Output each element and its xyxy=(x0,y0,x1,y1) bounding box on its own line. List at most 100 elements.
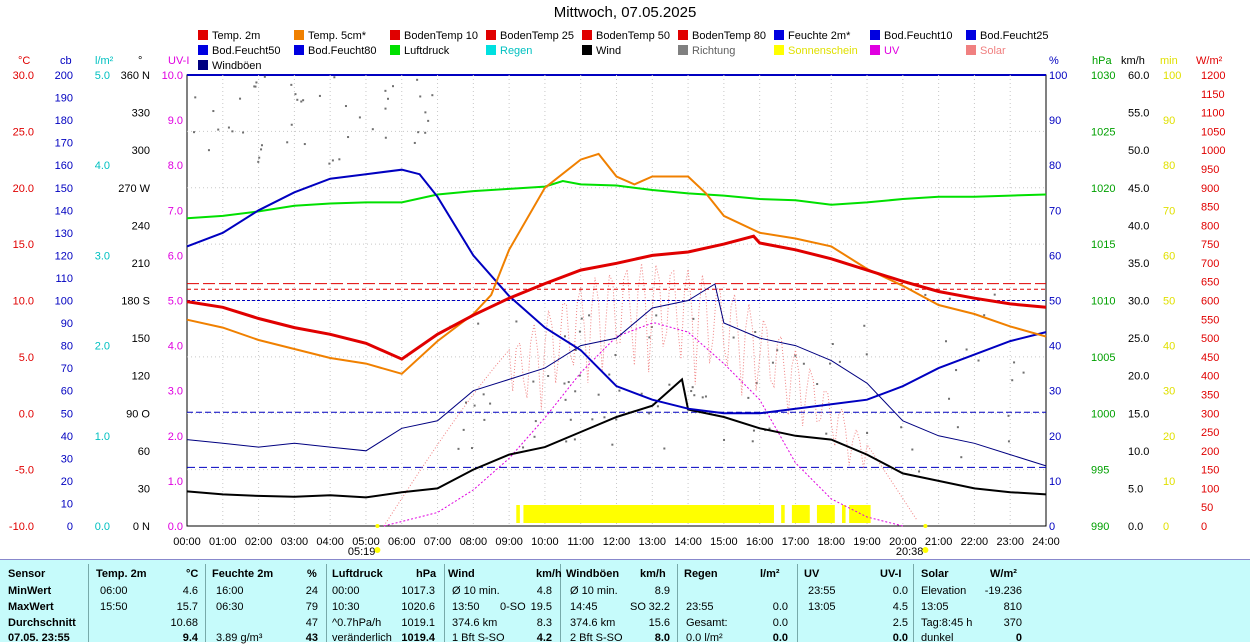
axis-tick-right: 70 xyxy=(1049,205,1061,217)
axis-tick-left: 20 xyxy=(61,476,73,488)
axis-tick-left: 300 xyxy=(132,145,150,157)
legend-swatch xyxy=(390,30,400,40)
direction-dot xyxy=(580,317,583,320)
direction-dot xyxy=(588,314,591,317)
legend-item: Feuchte 2m* xyxy=(774,30,850,42)
legend-label: Temp. 2m xyxy=(212,30,261,42)
axis-tick-left: -5.0 xyxy=(15,465,34,477)
axis-tick-right: 50 xyxy=(1201,502,1213,514)
axis-tick-left: -10.0 xyxy=(9,521,34,533)
stats-table: Sensor Temp. 2m °C Feuchte 2m% Luftdruck hPa W… xyxy=(0,559,1250,644)
direction-dot xyxy=(462,428,465,431)
direction-dot xyxy=(574,349,577,352)
x-axis-tick: 24:00 xyxy=(1032,536,1060,548)
direction-dot xyxy=(424,131,427,134)
direction-dot xyxy=(816,383,819,386)
direction-dot xyxy=(569,418,572,421)
stats-cell: 370 xyxy=(1003,617,1022,629)
axis-tick-right: 90 xyxy=(1163,115,1175,127)
axis-tick-left: 60 xyxy=(61,386,73,398)
x-axis-tick: 14:00 xyxy=(674,536,702,548)
direction-dot xyxy=(371,128,374,131)
sunshine-bar xyxy=(516,505,520,523)
axis-tick-right: 800 xyxy=(1201,220,1219,232)
legend-label: UV xyxy=(884,45,900,57)
direction-dot xyxy=(747,396,750,399)
axis-unit-right: W/m² xyxy=(1196,55,1223,67)
legend-swatch xyxy=(294,30,304,40)
x-axis-tick: 11:00 xyxy=(567,536,594,548)
axis-tick-right: 45.0 xyxy=(1128,183,1149,195)
axis-tick-left: 10.0 xyxy=(13,296,34,308)
legend-label: BodenTemp 50 xyxy=(596,30,670,42)
direction-dot xyxy=(417,131,420,134)
stats-cell: 8.0 xyxy=(654,632,670,644)
x-axis-tick: 19:00 xyxy=(853,536,881,548)
axis-tick-right: 1000 xyxy=(1091,408,1115,420)
direction-dot xyxy=(522,446,525,449)
axis-tick-left: 5.0 xyxy=(19,352,34,364)
stats-cell: 24 xyxy=(305,585,318,597)
axis-tick-left: 20.0 xyxy=(13,183,34,195)
stats-cell: Ø 10 min. xyxy=(570,585,618,597)
axis-tick-left: 25.0 xyxy=(13,126,34,138)
direction-dot xyxy=(831,343,834,346)
x-axis-tick: 09:00 xyxy=(495,536,523,548)
weather-chart: °C 30.0 25.0 20.0 15.0 10.0 5.0 0.0 -5.0 -10.0 cb 2… xyxy=(9,55,1226,558)
stats-cell: 1020.6 xyxy=(401,601,435,613)
gust-line xyxy=(186,283,1047,467)
axis-tick-right: 40 xyxy=(1049,341,1061,353)
sunrise-marker xyxy=(374,547,381,553)
direction-dot xyxy=(296,98,299,101)
legend-label: Bod.Feucht80 xyxy=(308,45,377,57)
legend-swatch xyxy=(390,45,400,55)
direction-dot xyxy=(574,390,577,393)
axis-tick-right: 1015 xyxy=(1091,239,1115,251)
stats-cell: 10:30 xyxy=(332,601,360,613)
direction-dot xyxy=(255,81,258,84)
x-axis-tick: 12:00 xyxy=(603,536,631,548)
legend-swatch xyxy=(198,30,208,40)
direction-dot xyxy=(333,76,336,79)
stats-cell: 15.7 xyxy=(176,601,198,613)
stats-cell: hPa xyxy=(416,568,437,580)
stats-cell: Windböen xyxy=(566,568,620,580)
axis-tick-right: 55.0 xyxy=(1128,108,1149,120)
direction-dot xyxy=(945,340,948,343)
axis-tick-right: 0 xyxy=(1201,521,1207,533)
direction-dot xyxy=(1007,440,1010,443)
legend-swatch xyxy=(774,30,784,40)
direction-dot xyxy=(489,402,492,405)
axis-tick-right: 650 xyxy=(1201,277,1219,289)
axis-tick-right: 80 xyxy=(1049,160,1061,172)
axis-tick-right: 1030 xyxy=(1091,70,1115,82)
axis-tick-left: 1.0 xyxy=(168,476,183,488)
axis-tick-right: 750 xyxy=(1201,239,1219,251)
direction-dot xyxy=(829,362,832,365)
axis-tick-right: 70 xyxy=(1163,205,1175,217)
axis-tick-right: 30.0 xyxy=(1128,296,1149,308)
legend-item: BodenTemp 25 xyxy=(486,30,574,42)
direction-dot xyxy=(302,99,305,102)
stats-cell: 0-SO xyxy=(500,601,526,613)
direction-dot xyxy=(863,324,866,327)
sunrise-label: 05:19 xyxy=(348,546,376,558)
stats-cell: 47 xyxy=(305,617,318,629)
stats-separator xyxy=(88,564,89,642)
sunset-label: 20:38 xyxy=(896,546,924,558)
stats-cell: 06:00 xyxy=(100,585,128,597)
axis-tick-left: 3.0 xyxy=(95,250,110,262)
legend-label: Bod.Feucht50 xyxy=(212,45,281,57)
stats-cell: 1 Bft S-SO xyxy=(452,632,505,644)
axis-tick-right: 80 xyxy=(1163,160,1175,172)
stats-cell: 1019.4 xyxy=(401,632,435,644)
axis-tick-right: 200 xyxy=(1201,446,1219,458)
direction-dot xyxy=(701,396,704,399)
legend-swatch xyxy=(870,30,880,40)
stats-cell: 4.5 xyxy=(892,601,908,613)
legend-label: Temp. 5cm* xyxy=(308,30,367,42)
stats-separator xyxy=(677,564,678,642)
direction-dot xyxy=(578,374,581,377)
stats-separator xyxy=(326,564,327,642)
direction-dot xyxy=(290,83,293,86)
